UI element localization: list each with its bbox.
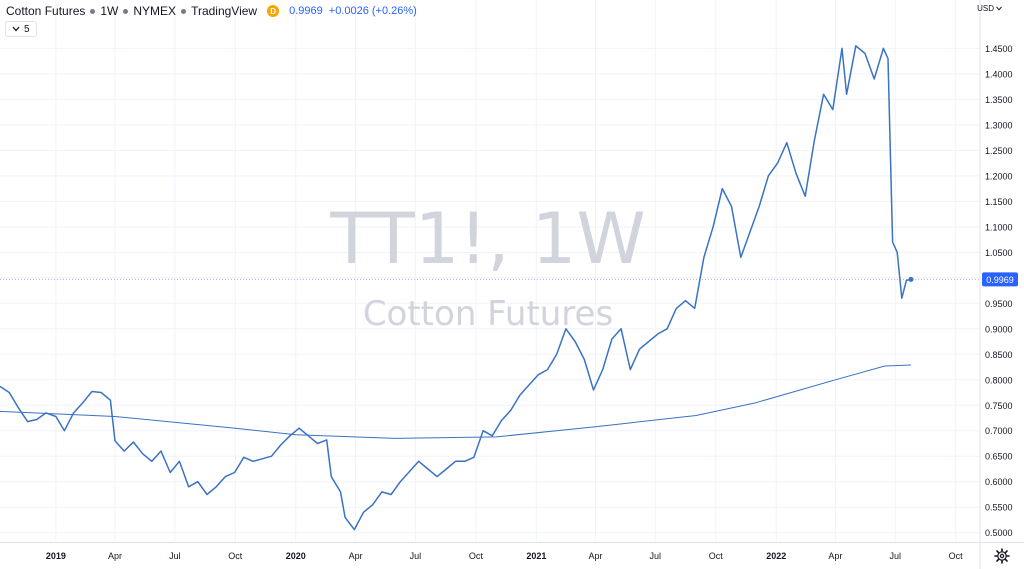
indicators-toggle-button[interactable]: 5 [5, 21, 37, 37]
y-tick-label: 0.8000 [985, 375, 1013, 385]
x-tick-label: 2021 [526, 551, 546, 561]
source-label: TradingView [191, 4, 258, 18]
y-tick-label: 0.6500 [985, 452, 1013, 462]
currency-label: USD [977, 4, 994, 13]
y-tick-label: 0.8500 [985, 350, 1013, 360]
indicators-count: 5 [24, 23, 30, 35]
x-tick-label: Oct [949, 551, 964, 561]
x-tick-label: Apr [108, 551, 122, 561]
chevron-down-icon [12, 26, 20, 32]
last-price-point [908, 276, 914, 282]
y-tick-label: 0.6000 [985, 477, 1013, 487]
x-tick-label: Jul [410, 551, 422, 561]
x-tick-label: Apr [828, 551, 842, 561]
chart-legend-header: Cotton Futures 1W NYMEX TradingView D 0.… [6, 4, 417, 18]
y-tick-label: 0.7500 [985, 401, 1013, 411]
x-tick-label: Apr [588, 551, 602, 561]
currency-selector[interactable]: USD [977, 4, 1002, 13]
x-tick-label: Oct [228, 551, 243, 561]
y-tick-label: 1.4000 [985, 69, 1013, 79]
x-tick-label: 2020 [286, 551, 306, 561]
last-price-axis-badge [982, 272, 1018, 287]
x-tick-label: 2022 [766, 551, 786, 561]
watermark-symbol: TT1!, 1W [329, 198, 645, 280]
y-tick-label: 1.4500 [985, 44, 1013, 54]
price-change-value: +0.0026 (+0.26%) [328, 5, 417, 17]
symbol-name[interactable]: Cotton Futures [6, 4, 86, 18]
separator-dot [181, 8, 187, 14]
last-price-value: 0.9969 [289, 5, 323, 17]
interval-label: 1W [100, 4, 119, 18]
x-tick-label: Oct [469, 551, 484, 561]
x-tick-label: Jul [889, 551, 901, 561]
y-tick-label: 1.3000 [985, 120, 1013, 130]
y-tick-label: 0.5000 [985, 528, 1013, 538]
x-tick-label: Jul [650, 551, 662, 561]
y-tick-label: 0.9500 [985, 299, 1013, 309]
moving-average-line [0, 364, 912, 439]
x-tick-label: 2019 [46, 551, 66, 561]
y-tick-label: 1.3500 [985, 95, 1013, 105]
exchange-label: NYMEX [133, 4, 177, 18]
y-tick-label: 1.1500 [985, 197, 1013, 207]
price-series-line [0, 45, 912, 531]
chevron-down-icon [996, 6, 1002, 11]
x-tick-label: Oct [709, 551, 724, 561]
watermark-name: Cotton Futures [363, 294, 613, 334]
separator-dot [123, 8, 129, 14]
y-tick-label: 1.1000 [985, 222, 1013, 232]
y-tick-label: 1.2000 [985, 171, 1013, 181]
chart-watermark: TT1!, 1W Cotton Futures [329, 198, 645, 334]
y-tick-label: 1.2500 [985, 146, 1013, 156]
y-tick-label: 0.7000 [985, 426, 1013, 436]
x-tick-label: Jul [169, 551, 181, 561]
chart-series [0, 45, 980, 531]
y-tick-label: 0.5500 [985, 503, 1013, 513]
separator-dot [90, 8, 96, 14]
last-price-axis-label: 0.9969 [986, 275, 1014, 285]
x-tick-label: Apr [349, 551, 363, 561]
y-tick-label: 0.9000 [985, 324, 1013, 334]
gear-icon[interactable] [994, 548, 1010, 564]
y-tick-label: 1.0500 [985, 248, 1013, 258]
chart-grid [0, 0, 980, 542]
delayed-data-badge: D [267, 5, 280, 17]
